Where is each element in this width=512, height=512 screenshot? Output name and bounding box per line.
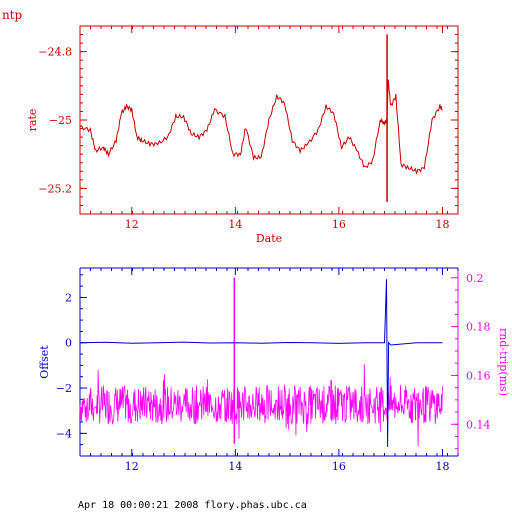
x-tick-label: 14 <box>228 218 242 231</box>
x-tick-label: 12 <box>125 460 139 473</box>
right-tick-label: 0.2 <box>466 272 484 285</box>
rate-series-line <box>79 79 443 175</box>
x-tick-label: 12 <box>125 218 139 231</box>
offset-series-line <box>79 279 443 447</box>
right-tick-label: 0.16 <box>466 369 491 382</box>
x-tick-label: 16 <box>332 460 346 473</box>
right-tick-label: 0.14 <box>466 418 491 431</box>
left-tick-label: 0 <box>65 337 72 350</box>
y-tick-label: −25 <box>49 114 72 127</box>
y-tick-label: −24.8 <box>38 46 72 59</box>
x-tick-label: 14 <box>228 460 242 473</box>
left-axis-label: Offset <box>38 345 51 379</box>
x-tick-label: 18 <box>435 218 449 231</box>
right-tick-label: 0.18 <box>466 321 491 334</box>
right-axis-label: rnd-trip(ms) <box>497 328 510 396</box>
y-axis-label: rate <box>26 109 39 132</box>
left-tick-label: −4 <box>56 427 72 440</box>
x-tick-label: 16 <box>332 218 346 231</box>
page-title: ntp <box>2 8 23 22</box>
footer-timestamp: Apr 18 00:00:21 2008 flory.phas.ubc.ca <box>78 500 307 511</box>
left-tick-label: −2 <box>56 382 72 395</box>
roundtrip-series-line <box>79 363 443 447</box>
x-tick-label: 18 <box>435 460 449 473</box>
rate-chart: 12 14 16 18 −24.8 −25 −25.2 Date rate <box>26 25 459 245</box>
x-axis-label: Date <box>256 232 282 245</box>
left-tick-label: 2 <box>65 291 72 304</box>
y-tick-label: −25.2 <box>38 182 72 195</box>
